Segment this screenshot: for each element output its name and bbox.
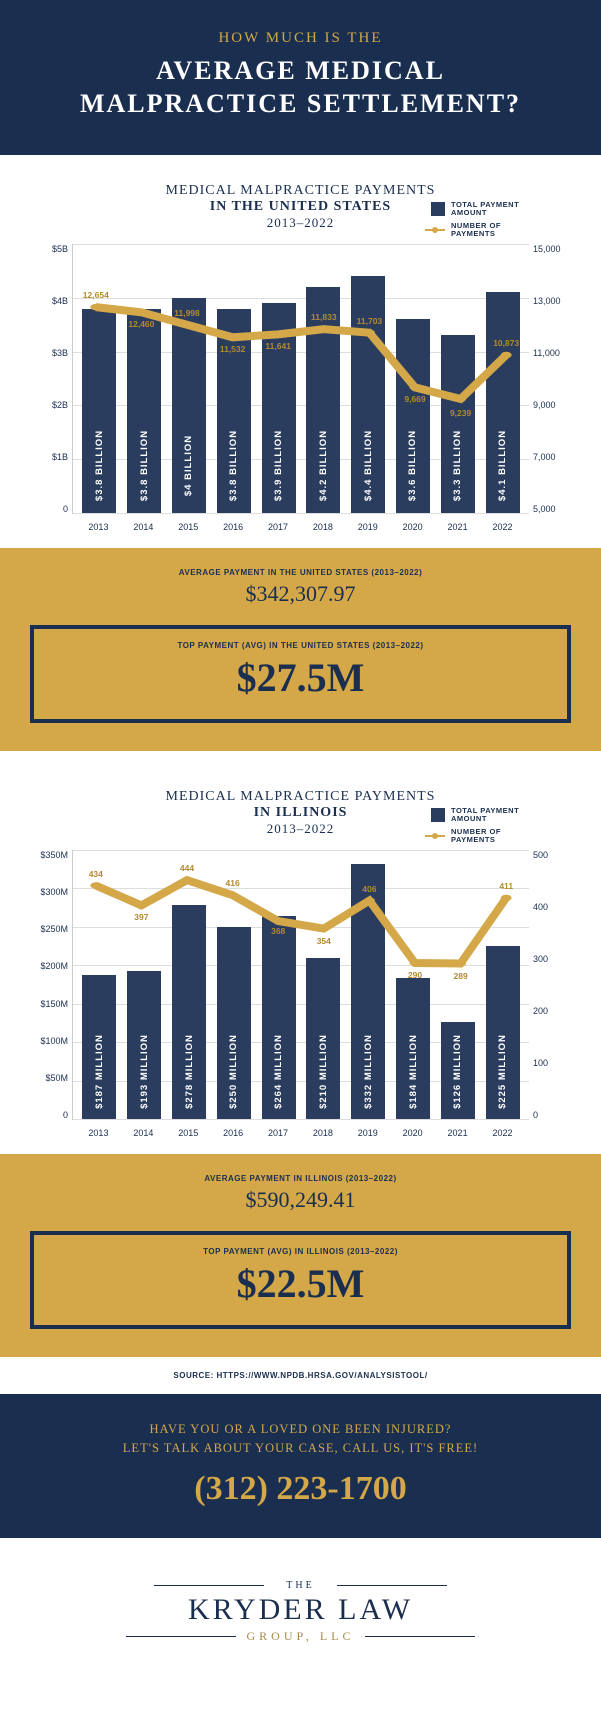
il-y-left-axis: $350M$300M$250M$200M$150M$100M$50M0 (30, 850, 68, 1120)
il-y-right-axis: 5004003002001000 (533, 850, 571, 1120)
source-line: SOURCE: HTTPS://WWW.NPDB.HRSA.GOV/ANALYS… (0, 1357, 601, 1394)
bar: $225 MILLION (486, 946, 520, 1119)
bar: $3.6 BILLION (396, 319, 430, 513)
il-top-box: TOP PAYMENT (AVG) IN ILLINOIS (2013–2022… (30, 1231, 571, 1329)
il-stats-block: AVERAGE PAYMENT IN ILLINOIS (2013–2022) … (0, 1154, 601, 1357)
us-plot-area: $3.8 BILLION $3.8 BILLION $4 BILLION $3.8 B… (72, 244, 529, 514)
il-avg-label: AVERAGE PAYMENT IN ILLINOIS (2013–2022) (30, 1174, 571, 1183)
logo-main: KRYDER LAW (20, 1593, 581, 1627)
bar: $278 MILLION (172, 905, 206, 1119)
bar: $264 MILLION (262, 916, 296, 1119)
bar: $332 MILLION (351, 864, 385, 1119)
us-top-label: TOP PAYMENT (AVG) IN THE UNITED STATES (… (44, 641, 557, 650)
header-banner: HOW MUCH IS THE AVERAGE MEDICAL MALPRACT… (0, 0, 601, 155)
us-stats-block: AVERAGE PAYMENT IN THE UNITED STATES (20… (0, 548, 601, 751)
us-y-left-axis: $5B$4B$3B$2B$1B0 (30, 244, 68, 514)
bar: $210 MILLION (306, 958, 340, 1119)
bar: $3.3 BILLION (441, 335, 475, 513)
legend-bar-text: TOTAL PAYMENT AMOUNT (451, 201, 541, 218)
us-top-value: $27.5M (44, 654, 557, 701)
bar: $4.4 BILLION (351, 276, 385, 513)
legend-line-text: NUMBER OF PAYMENTS (451, 222, 541, 239)
legend-bar-swatch (431, 202, 445, 216)
us-avg-value: $342,307.97 (30, 581, 571, 607)
il-top-value: $22.5M (44, 1260, 557, 1307)
bar: $126 MILLION (441, 1022, 475, 1119)
il-chart-title-1: MEDICAL MALPRACTICE PAYMENTS (20, 789, 581, 805)
cta-phone[interactable]: (312) 223-1700 (20, 1470, 581, 1508)
cta-text: HAVE YOU OR A LOVED ONE BEEN INJURED? LE… (20, 1420, 581, 1458)
us-chart-section: MEDICAL MALPRACTICE PAYMENTS IN THE UNIT… (0, 155, 601, 544)
logo-the: THE (274, 1580, 326, 1591)
us-top-box: TOP PAYMENT (AVG) IN THE UNITED STATES (… (30, 625, 571, 723)
legend-bar-swatch (431, 808, 445, 822)
bar: $193 MILLION (127, 971, 161, 1119)
bar: $3.9 BILLION (262, 303, 296, 513)
header-subtitle: HOW MUCH IS THE (20, 30, 581, 47)
legend-line-swatch (425, 835, 445, 837)
il-avg-value: $590,249.41 (30, 1187, 571, 1213)
bar: $4.1 BILLION (486, 292, 520, 513)
bar: $3.8 BILLION (127, 309, 161, 513)
legend-line-swatch (425, 229, 445, 231)
bar: $3.8 BILLION (82, 309, 116, 513)
il-plot-area: $187 MILLION $193 MILLION $278 MILLION $250… (72, 850, 529, 1120)
il-chart: $350M$300M$250M$200M$150M$100M$50M0 5004… (30, 850, 571, 1150)
bar: $250 MILLION (217, 927, 251, 1119)
bar: $187 MILLION (82, 975, 116, 1119)
bar: $184 MILLION (396, 978, 430, 1119)
us-y-right-axis: 15,00013,00011,0009,0007,0005,000 (533, 244, 571, 514)
il-top-label: TOP PAYMENT (AVG) IN ILLINOIS (2013–2022… (44, 1247, 557, 1256)
us-avg-label: AVERAGE PAYMENT IN THE UNITED STATES (20… (30, 568, 571, 577)
bar: $3.8 BILLION (217, 309, 251, 513)
legend-line-text: NUMBER OF PAYMENTS (451, 828, 541, 845)
legend-bar-text: TOTAL PAYMENT AMOUNT (451, 807, 541, 824)
il-chart-section: MEDICAL MALPRACTICE PAYMENTS IN ILLINOIS… (0, 751, 601, 1150)
header-title: AVERAGE MEDICAL MALPRACTICE SETTLEMENT? (20, 55, 581, 120)
us-chart: $5B$4B$3B$2B$1B0 15,00013,00011,0009,000… (30, 244, 571, 544)
us-x-axis: 2013201420152016201720182019202020212022 (72, 518, 529, 544)
bar: $4 BILLION (172, 298, 206, 513)
logo-sub: GROUP, LLC (246, 1629, 354, 1644)
us-chart-title-1: MEDICAL MALPRACTICE PAYMENTS (20, 183, 581, 199)
logo: THE KRYDER LAW GROUP, LLC (0, 1538, 601, 1694)
cta-banner: HAVE YOU OR A LOVED ONE BEEN INJURED? LE… (0, 1394, 601, 1538)
il-x-axis: 2013201420152016201720182019202020212022 (72, 1124, 529, 1150)
